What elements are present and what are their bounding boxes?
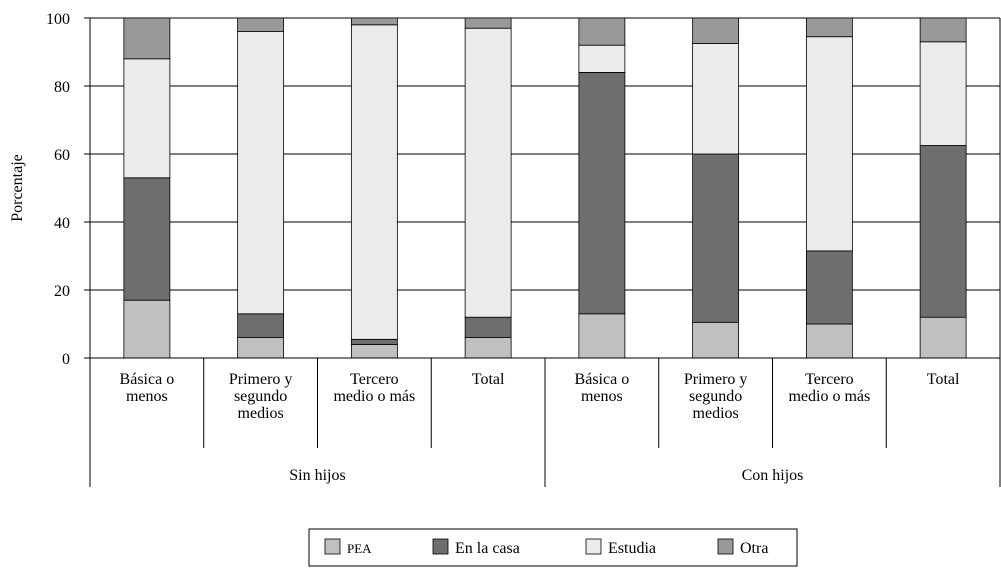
bar-segment — [464, 17, 512, 29]
bar-segment — [692, 17, 740, 44]
legend-label: Estudia — [608, 540, 656, 557]
bar-segment — [805, 250, 853, 325]
legend-box — [308, 528, 798, 567]
bar-segment — [578, 44, 626, 73]
x-tick-label: Básica o menos — [575, 371, 630, 405]
y-tick-label: 60 — [54, 147, 70, 164]
bar-segment — [578, 313, 626, 359]
bar-segment — [805, 323, 853, 359]
legend-label: En la casa — [455, 540, 520, 557]
legend-swatch — [585, 538, 602, 555]
bar-segment — [464, 27, 512, 318]
x-tick-label: Primero y segundo medios — [684, 371, 748, 422]
bar-segment — [123, 58, 171, 179]
group-label: Con hijos — [742, 467, 804, 484]
x-tick-label: Total — [472, 371, 505, 388]
x-tick-label: Tercero medio o más — [788, 371, 870, 405]
bar-segment — [350, 343, 398, 359]
bar-segment — [123, 177, 171, 301]
bar-segment — [919, 17, 967, 43]
bar-segment — [350, 338, 398, 345]
bar-segment — [919, 145, 967, 318]
legend-label: Otra — [740, 540, 768, 557]
bar-segment — [805, 17, 853, 38]
bar-segment — [350, 17, 398, 26]
bar-segment — [692, 153, 740, 323]
bar-segment — [578, 72, 626, 315]
bar-segment — [237, 313, 285, 338]
bar-segment — [464, 337, 512, 359]
bar-segment — [464, 316, 512, 339]
x-tick-label: Total — [927, 371, 960, 388]
y-tick-label: 0 — [62, 351, 70, 368]
y-tick-label: 40 — [54, 215, 70, 232]
y-tick-label: 100 — [46, 11, 70, 28]
bar-segment — [692, 43, 740, 155]
group-label: Sin hijos — [289, 467, 345, 484]
legend-swatch — [324, 538, 341, 555]
bar-segment — [805, 36, 853, 252]
bar-segment — [237, 337, 285, 359]
bar-segment — [237, 31, 285, 315]
x-tick-label: Primero y segundo medios — [229, 371, 293, 422]
y-tick-label: 20 — [54, 283, 70, 300]
y-axis-label: Porcentaje — [9, 154, 26, 222]
bar-segment — [919, 316, 967, 359]
bar-segment — [237, 17, 285, 33]
bar-segment — [578, 17, 626, 46]
legend-swatch — [717, 538, 734, 555]
y-tick-label: 80 — [54, 79, 70, 96]
legend-label: PEA — [347, 541, 372, 556]
x-tick-label: Tercero medio o más — [333, 371, 415, 405]
bar-segment — [123, 17, 171, 60]
bar-segment — [692, 321, 740, 359]
bar-segment — [919, 41, 967, 146]
x-tick-label: Básica o menos — [120, 371, 175, 405]
legend-swatch — [432, 538, 449, 555]
bar-segment — [350, 24, 398, 340]
bar-segment — [123, 299, 171, 359]
